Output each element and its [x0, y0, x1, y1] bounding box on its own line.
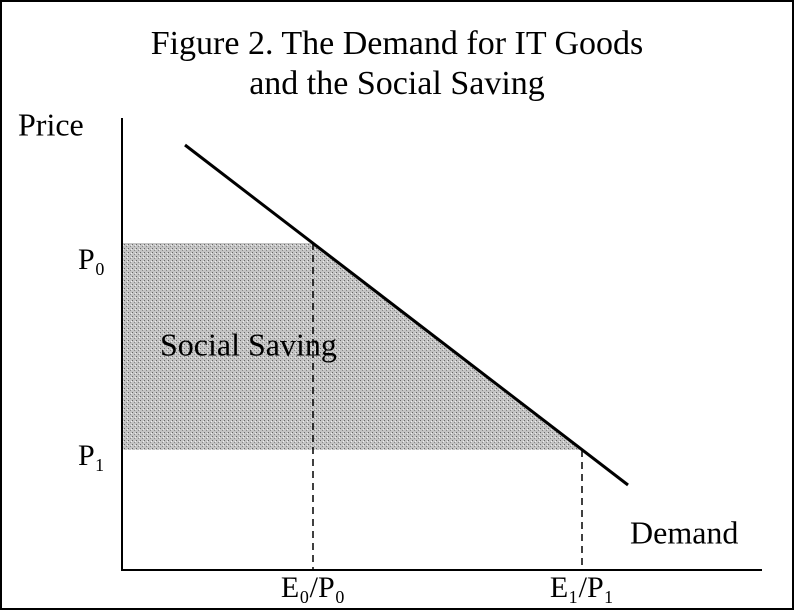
- x-axis-label: Demand: [630, 514, 738, 550]
- demand-curve: [184, 143, 629, 487]
- region-label: Social Saving: [160, 326, 337, 362]
- title-line: Figure 2. The Demand for IT Goods: [151, 25, 644, 62]
- social-saving-area: [122, 243, 582, 450]
- quantity-label: E₁/P₁: [550, 571, 614, 604]
- title-line: and the Social Saving: [249, 65, 545, 102]
- quantity-label: E₀/P₀: [281, 571, 345, 604]
- price-label: P₀: [78, 243, 105, 276]
- price-label: P₁: [78, 439, 105, 472]
- y-axis-label: Price: [18, 106, 84, 142]
